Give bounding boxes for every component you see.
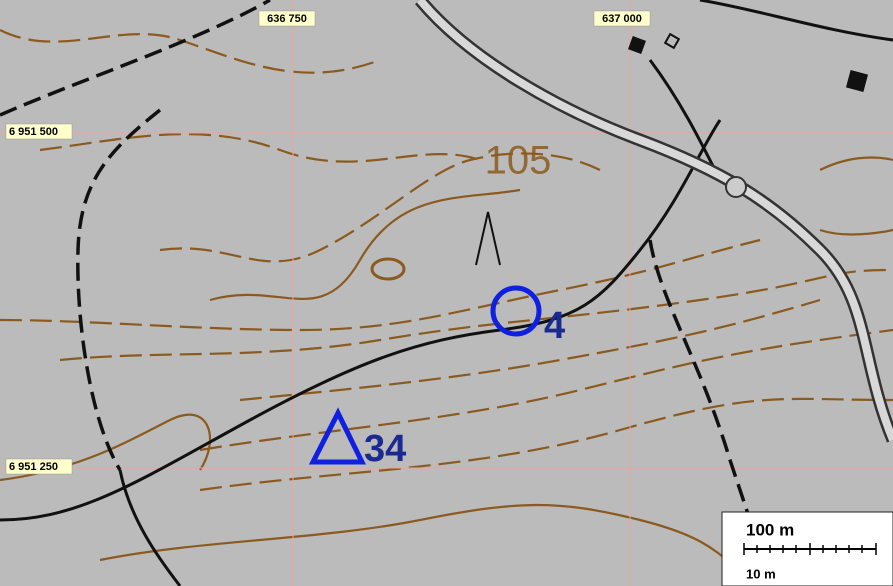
scale-bar: 100 m 10 m <box>721 511 893 586</box>
contour <box>199 328 893 452</box>
track <box>0 119 722 522</box>
track <box>118 469 182 586</box>
x-coordinate: 637 000 <box>602 13 642 25</box>
scale-major: 100 m <box>746 520 794 539</box>
control-circle <box>490 285 542 337</box>
start-number: 34 <box>364 428 406 470</box>
x-coordinate: 636 750 <box>267 13 307 25</box>
contour <box>99 503 761 586</box>
contour <box>59 268 893 362</box>
start-triangle <box>308 407 367 465</box>
control-markers: 4 34 <box>308 285 565 470</box>
label-box <box>5 458 73 475</box>
trail <box>648 239 752 521</box>
junction <box>725 176 747 198</box>
scale-ticks <box>743 543 877 555</box>
scale-minor: 10 m <box>746 566 776 581</box>
label-box <box>258 10 316 27</box>
building <box>628 36 646 54</box>
label-box <box>5 123 73 140</box>
trail <box>0 0 271 117</box>
contours <box>0 29 893 586</box>
trail <box>76 108 162 471</box>
cliff-symbol <box>475 211 501 266</box>
contour <box>39 133 481 163</box>
y-coordinate: 6 951 500 <box>9 126 58 138</box>
contour <box>199 397 893 492</box>
building <box>663 32 681 50</box>
coordinate-labels: 636 750 637 000 6 951 500 6 951 250 <box>5 10 651 475</box>
main-road <box>415 0 893 443</box>
contour <box>209 188 521 302</box>
contour-ring <box>370 257 406 281</box>
building <box>845 69 869 93</box>
control-number: 4 <box>544 305 565 347</box>
contour <box>819 156 893 236</box>
contour <box>159 152 601 263</box>
contour-label: 105 <box>485 139 552 183</box>
contour <box>0 29 381 74</box>
track <box>699 0 893 42</box>
contour <box>239 298 821 402</box>
label-box <box>593 10 651 27</box>
y-coordinate: 6 951 250 <box>9 461 58 473</box>
